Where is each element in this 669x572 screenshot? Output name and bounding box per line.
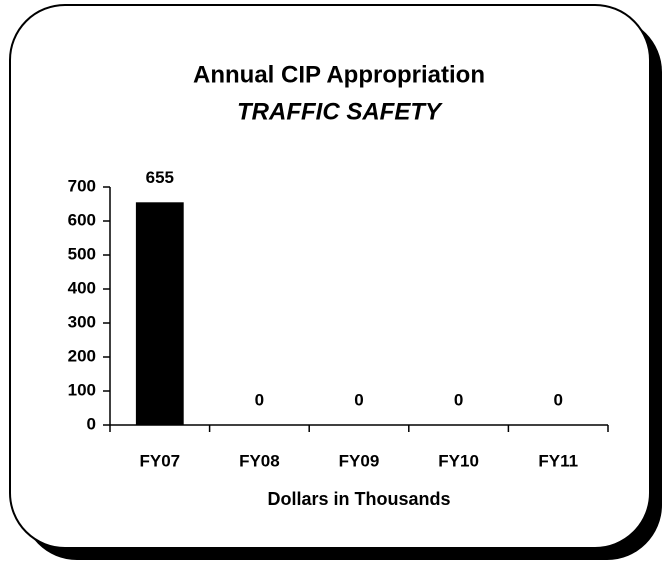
- data-label: 0: [354, 390, 363, 409]
- y-tick-label: 300: [68, 312, 96, 331]
- y-tick-label: 700: [68, 176, 96, 195]
- x-tick-label: FY07: [139, 451, 180, 470]
- x-tick-label: FY10: [438, 451, 479, 470]
- y-tick-label: 100: [68, 380, 96, 399]
- chart-title: Annual CIP Appropriation: [193, 61, 485, 88]
- bar: [135, 202, 184, 425]
- x-tick-label: FY08: [239, 451, 280, 470]
- data-label: 0: [255, 390, 264, 409]
- x-tick-label: FY09: [339, 451, 380, 470]
- y-tick-label: 600: [68, 210, 96, 229]
- y-tick-label: 400: [68, 278, 96, 297]
- chart-subtitle: TRAFFIC SAFETY: [237, 98, 443, 125]
- data-label: 0: [454, 390, 463, 409]
- y-tick-label: 200: [68, 346, 96, 365]
- data-label: 655: [146, 168, 174, 187]
- x-tick-label: FY11: [538, 451, 578, 470]
- y-tick-label: 0: [87, 414, 96, 433]
- data-label: 0: [553, 390, 562, 409]
- y-tick-label: 500: [68, 244, 96, 263]
- x-axis-title: Dollars in Thousands: [267, 489, 450, 509]
